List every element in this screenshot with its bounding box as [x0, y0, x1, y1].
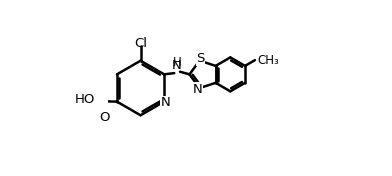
Text: CH₃: CH₃ [257, 54, 279, 67]
Text: N: N [192, 83, 202, 96]
Text: O: O [99, 111, 109, 124]
Text: N: N [160, 96, 170, 109]
Text: Cl: Cl [134, 37, 147, 50]
Text: N: N [172, 59, 182, 71]
Text: S: S [196, 52, 205, 65]
Text: HO: HO [74, 93, 95, 106]
Text: H: H [172, 56, 181, 69]
